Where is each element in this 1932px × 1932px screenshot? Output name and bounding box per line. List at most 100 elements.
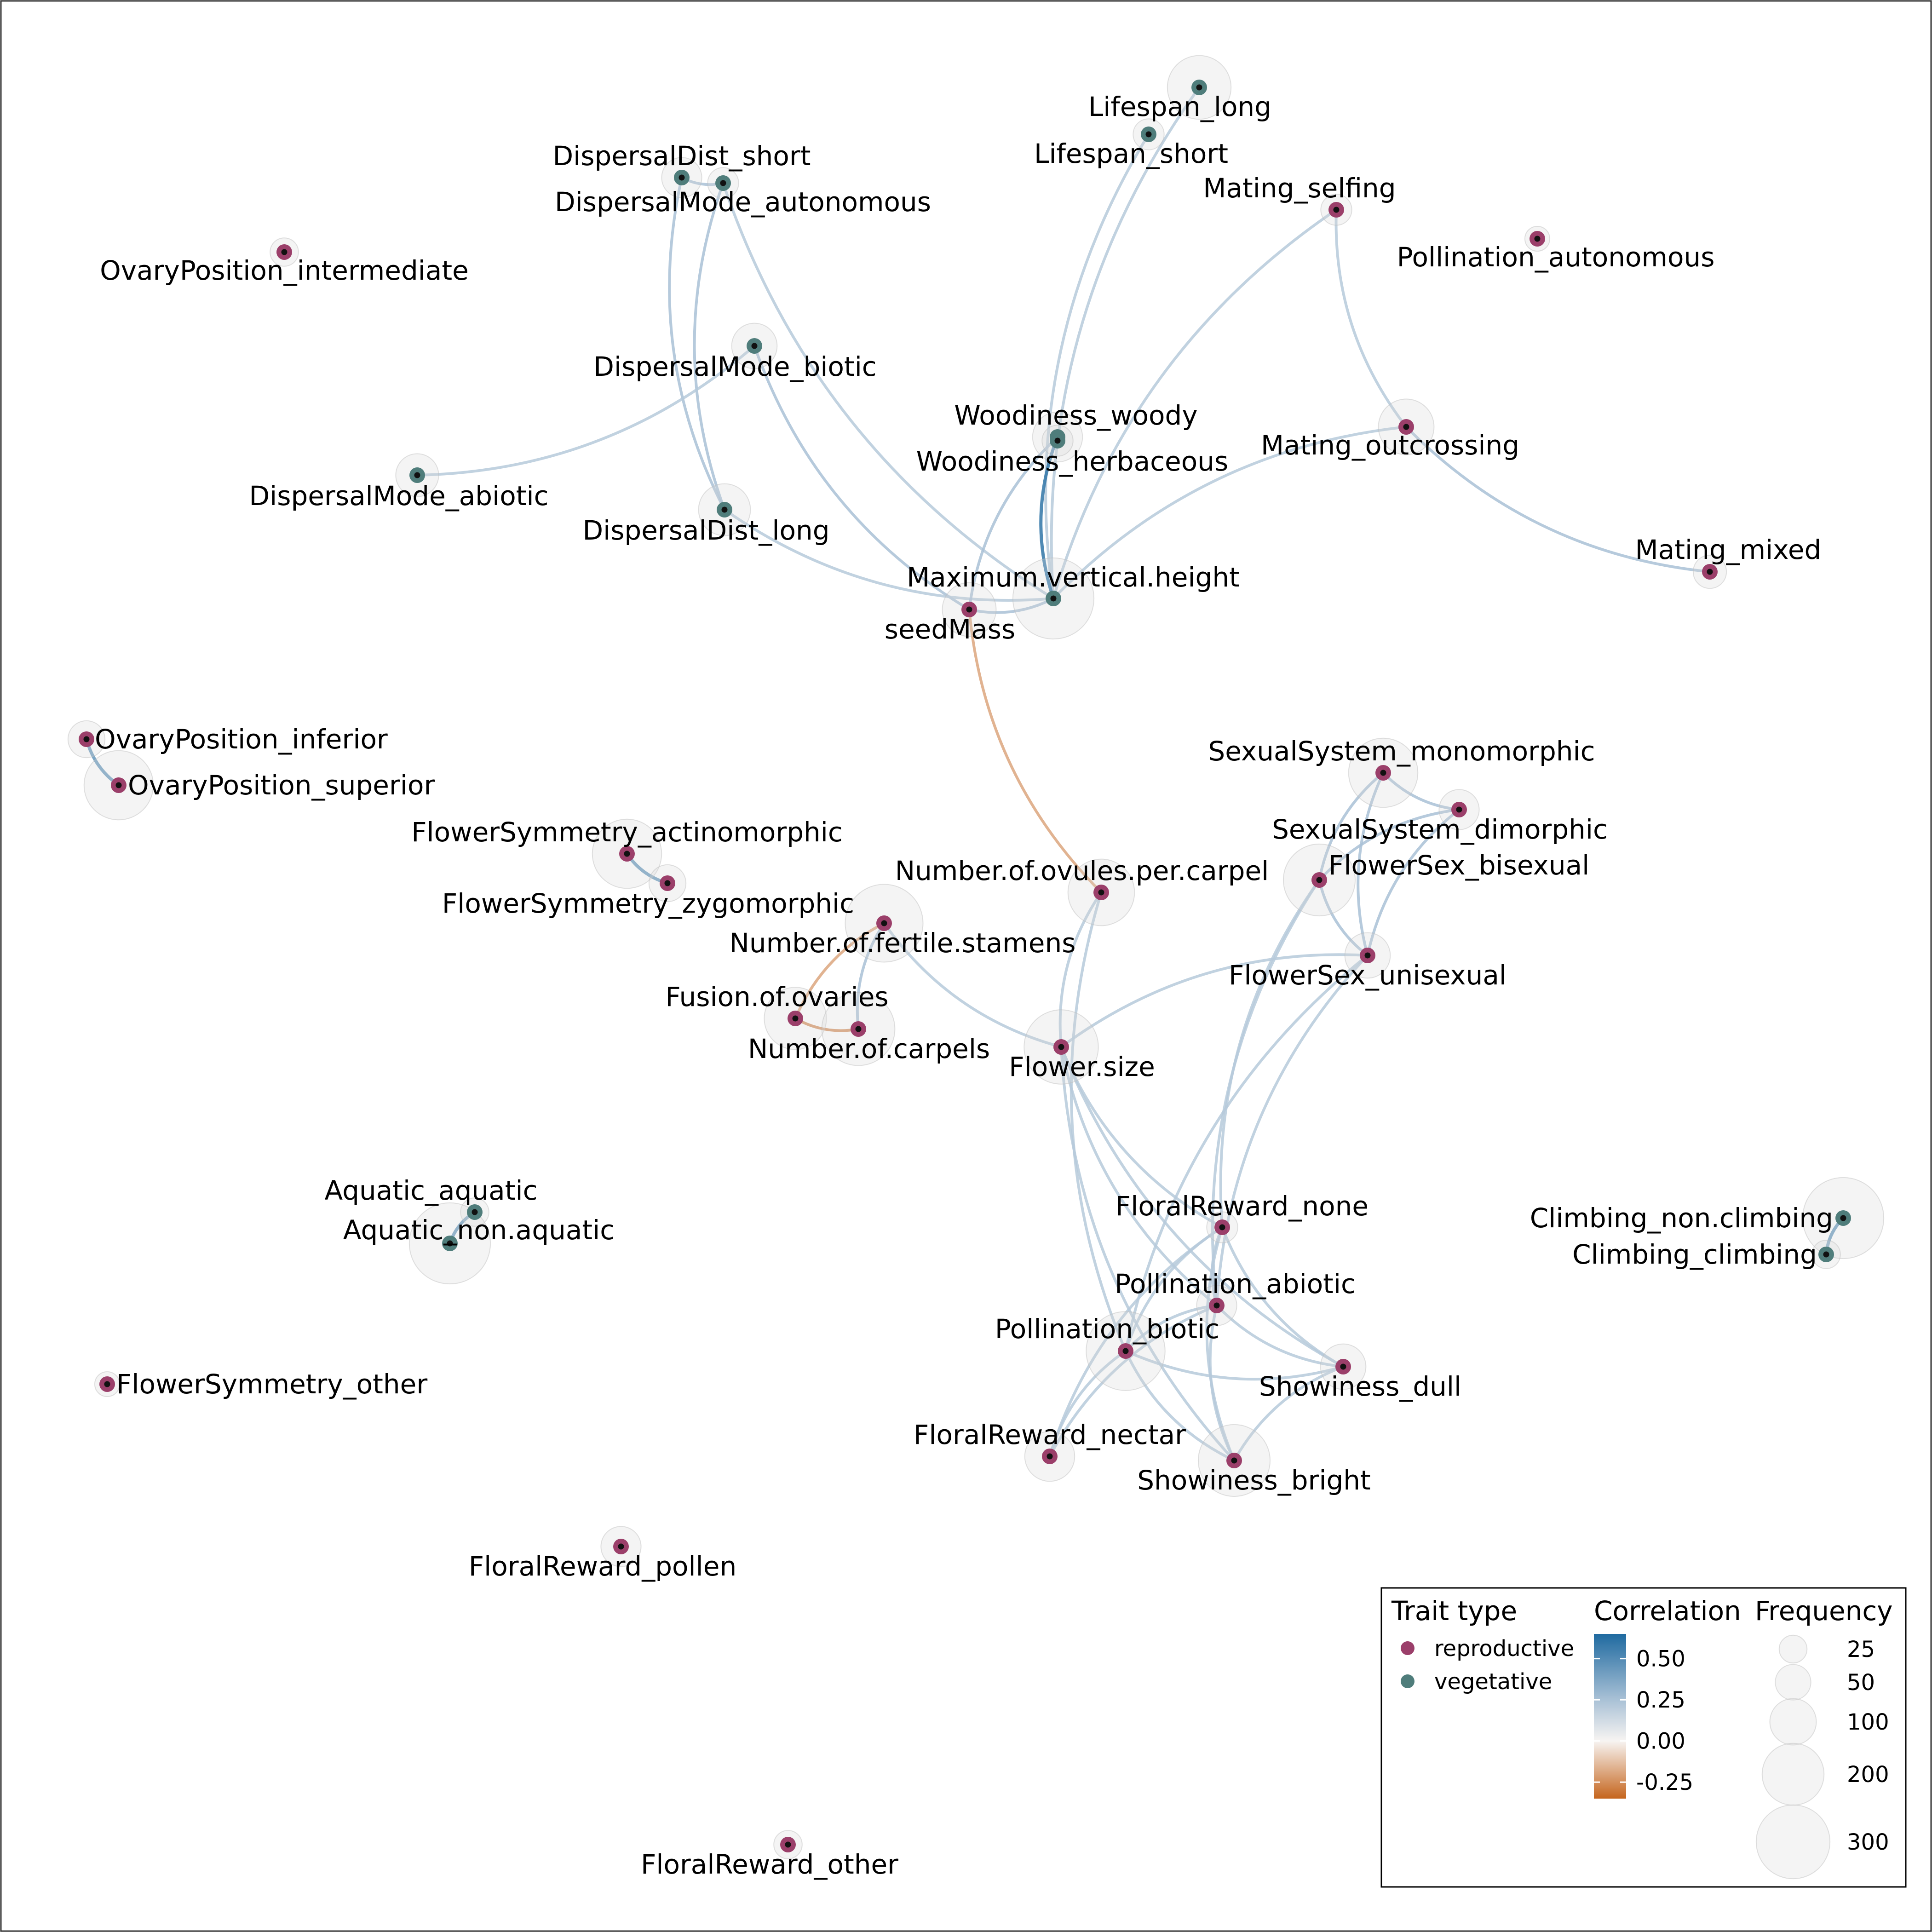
legend-trait-type-title: Trait type: [1391, 1595, 1517, 1627]
frequency-swatch-50: [1775, 1664, 1811, 1701]
node-label-pollination-abiotic: Pollination_abiotic: [1115, 1268, 1356, 1300]
node-core-aquatic-non-aquatic: [447, 1240, 453, 1247]
edges-layer: [85, 86, 1845, 1462]
node-label-floralreward-nectar: FloralReward_nectar: [914, 1419, 1186, 1450]
corr-tick-label-0: 0.50: [1636, 1646, 1685, 1672]
edge-flowersex-unisexual-pollination-biotic: [1124, 954, 1369, 1352]
node-label-dispersalmode-biotic: DispersalMode_biotic: [593, 351, 876, 382]
corr-tick-label-3: -0.25: [1636, 1770, 1693, 1795]
node-core-fusion-of-ovaries: [792, 1015, 799, 1022]
nodes-layer: [79, 80, 1851, 1852]
edge-number-of-fertile-stamens-fusion-of-ovaries: [794, 922, 886, 1020]
node-label-number-of-ovules-per-carpel: Number.of.ovules.per.carpel: [895, 855, 1269, 886]
edge-sexualsystem-monomorphic-sexualsystem-dimorphic: [1382, 771, 1460, 811]
edge-pollination-biotic-floralreward-nectar: [1048, 1350, 1127, 1458]
edge-seedmass-maximum-vertical-height: [968, 597, 1055, 614]
node-core-aquatic-aquatic: [472, 1209, 478, 1215]
edge-sexualsystem-monomorphic-flowersex-unisexual: [1357, 771, 1385, 957]
edge-flowersex-unisexual-flower-size: [1060, 953, 1369, 1048]
node-core-ovaryposition-inferior: [83, 736, 90, 742]
edge-flowersex-bisexual-flowersex-unisexual: [1318, 879, 1369, 957]
node-core-pollination-biotic: [1122, 1348, 1129, 1354]
node-core-ovaryposition-intermediate: [281, 249, 288, 255]
corr-tick-label-1: 0.25: [1636, 1687, 1685, 1713]
edge-dispersaldist-long-maximum-vertical-height: [723, 508, 1055, 602]
node-core-floralreward-pollen: [618, 1543, 624, 1550]
edge-floralreward-none-showiness-dull: [1221, 1226, 1345, 1368]
frequency-label-200: 200: [1847, 1762, 1889, 1788]
node-core-dispersalmode-abiotic: [414, 472, 420, 478]
edge-pollination-biotic-showiness-bright: [1124, 1350, 1236, 1462]
node-label-mating-mixed: Mating_mixed: [1635, 534, 1822, 565]
node-core-showiness-bright: [1231, 1457, 1237, 1464]
node-core-number-of-carpels: [855, 1026, 862, 1032]
node-label-dispersalmode-abiotic: DispersalMode_abiotic: [249, 480, 549, 512]
node-label-flowersex-bisexual: FlowerSex_bisexual: [1328, 850, 1589, 881]
frequency-swatch-25: [1778, 1634, 1808, 1664]
legend-box: [1380, 1587, 1907, 1888]
legend-reproductive-label: reproductive: [1434, 1636, 1574, 1662]
node-label-aquatic-non-aquatic: Aquatic_non.aquatic: [343, 1214, 615, 1246]
node-label-number-of-fertile-stamens: Number.of.fertile.stamens: [730, 927, 1076, 959]
edge-dispersalmode-abiotic-dispersalmode-biotic: [416, 345, 756, 477]
edge-number-of-ovules-per-carpel-pollination-biotic: [1070, 891, 1127, 1352]
edge-mating-selfing-maximum-vertical-height: [1052, 208, 1338, 600]
edge-sexualsystem-dimorphic-flowersex-unisexual: [1366, 808, 1460, 957]
node-label-seedmass: seedMass: [885, 614, 1015, 645]
node-label-flowersymmetry-zygomorphic: FlowerSymmetry_zygomorphic: [442, 888, 854, 919]
node-label-showiness-dull: Showiness_dull: [1259, 1371, 1461, 1402]
node-core-pollination-autonomous: [1534, 236, 1541, 242]
node-label-woodiness-herbaceous: Woodiness_herbaceous: [916, 446, 1228, 477]
node-core-maximum-vertical-height: [1050, 595, 1057, 602]
edge-flower-size-showiness-bright: [1060, 1046, 1236, 1462]
node-core-flowersex-bisexual: [1316, 877, 1322, 883]
node-label-ovaryposition-inferior: OvaryPosition_inferior: [95, 724, 388, 755]
edge-number-of-fertile-stamens-number-of-carpels: [856, 922, 886, 1030]
node-label-lifespan-short: Lifespan_short: [1034, 138, 1228, 169]
edge-dispersaldist-short-dispersaldist-long: [668, 176, 726, 511]
node-core-flowersymmetry-actinomorphic: [624, 851, 630, 857]
edge-pollination-abiotic-floralreward-nectar: [1048, 1304, 1218, 1458]
edge-number-of-ovules-per-carpel-flower-size: [1058, 891, 1103, 1048]
edge-flowersex-bisexual-pollination-abiotic: [1211, 879, 1321, 1307]
frequency-label-50: 50: [1847, 1670, 1875, 1696]
node-label-lifespan-long: Lifespan_long: [1088, 91, 1271, 122]
frequency-label-25: 25: [1847, 1637, 1875, 1662]
edge-floralreward-none-floralreward-nectar: [1048, 1226, 1224, 1458]
node-core-seedmass: [966, 606, 972, 613]
node-core-showiness-dull: [1340, 1363, 1346, 1370]
frequency-swatch-200: [1761, 1742, 1825, 1806]
node-label-dispersaldist-long: DispersalDist_long: [582, 515, 829, 546]
node-core-dispersalmode-autonomous: [720, 180, 726, 186]
edge-seedmass-number-of-ovules-per-carpel: [968, 608, 1103, 894]
node-core-lifespan-short: [1145, 131, 1152, 138]
node-label-sexualsystem-dimorphic: SexualSystem_dimorphic: [1272, 814, 1608, 845]
node-core-flower-size: [1058, 1044, 1064, 1050]
frequency-swatch-100: [1769, 1698, 1817, 1746]
node-core-pollination-abiotic: [1213, 1302, 1220, 1309]
frequency-label-100: 100: [1847, 1709, 1889, 1735]
edge-lifespan-long-maximum-vertical-height: [1050, 86, 1201, 600]
node-core-dispersaldist-short: [678, 174, 685, 181]
node-label-pollination-biotic: Pollination_biotic: [995, 1313, 1219, 1345]
node-label-climbing-climbing: Climbing_climbing: [1572, 1239, 1817, 1270]
node-label-maximum-vertical-height: Maximum.vertical.height: [907, 562, 1240, 593]
node-core-ovaryposition-superior: [115, 782, 122, 788]
node-label-floralreward-none: FloralReward_none: [1116, 1190, 1368, 1222]
node-label-aquatic-aquatic: Aquatic_aquatic: [325, 1175, 538, 1206]
node-core-climbing-non-climbing: [1840, 1215, 1846, 1221]
node-label-mating-selfing: Mating_selfing: [1203, 172, 1396, 204]
node-core-number-of-ovules-per-carpel: [1098, 889, 1104, 896]
edge-flowersex-bisexual-floralreward-none: [1219, 879, 1321, 1229]
node-core-number-of-fertile-stamens: [881, 920, 887, 926]
edge-flower-size-showiness-dull: [1060, 1046, 1345, 1368]
node-core-dispersalmode-biotic: [751, 343, 758, 349]
node-core-woodiness-herbaceous: [1054, 437, 1061, 444]
edge-pollination-abiotic-pollination-biotic: [1124, 1304, 1218, 1352]
edge-dispersalmode-biotic-seedmass: [753, 345, 971, 611]
node-core-flowersymmetry-zygomorphic: [664, 880, 671, 886]
edge-lifespan-short-maximum-vertical-height: [1044, 133, 1150, 600]
frequency-swatch-300: [1755, 1804, 1831, 1880]
edge-number-of-fertile-stamens-flower-size: [883, 922, 1063, 1048]
